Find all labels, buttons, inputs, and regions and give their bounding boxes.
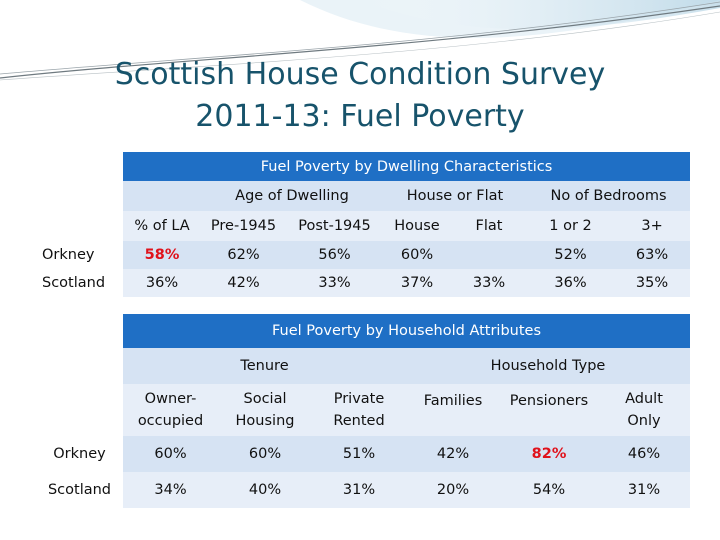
table-cell: 33% [286, 269, 383, 297]
column-header-line: Owner- [144, 391, 197, 407]
table-cell: 31% [312, 472, 406, 508]
table-cell: 62% [201, 241, 286, 269]
column-header: % of LA [123, 211, 201, 241]
table-cell: 37% [383, 269, 451, 297]
dwelling-characteristics-table: Fuel Poverty by Dwelling Characteristics… [36, 152, 691, 297]
slide-title-line-2: 2011-13: Fuel Poverty [195, 99, 525, 134]
group-no-of-bedrooms: No of Bedrooms [527, 181, 691, 211]
table2-group-corner [36, 348, 123, 384]
table1-group-corner [36, 181, 123, 211]
column-header: Flat [451, 211, 527, 241]
column-header: Private Rented [312, 384, 406, 436]
table-row: Orkney 58% 62% 56% 60% 52% 63% [36, 241, 691, 269]
column-header: Pre-1945 [201, 211, 286, 241]
group-house-or-flat: House or Flat [383, 181, 527, 211]
table-cell: 51% [312, 436, 406, 472]
column-header: Post-1945 [286, 211, 383, 241]
column-header-line: Housing [235, 413, 295, 429]
table1-sub-corner [36, 211, 123, 241]
table1-title: Fuel Poverty by Dwelling Characteristics [123, 152, 691, 181]
column-header-line: occupied [137, 413, 204, 429]
group-household-type: Household Type [406, 348, 690, 384]
table-cell: 35% [614, 269, 691, 297]
column-header: 1 or 2 [527, 211, 614, 241]
household-attributes-table: Fuel Poverty by Household Attributes Ten… [36, 314, 690, 508]
column-header: Adult Only [598, 384, 690, 436]
table-cell: 31% [598, 472, 690, 508]
column-header-line: Only [627, 413, 661, 429]
table-cell: 60% [123, 436, 218, 472]
table-row: Scotland 36% 42% 33% 37% 33% 36% 35% [36, 269, 691, 297]
column-header-line: Rented [333, 413, 385, 429]
table-cell: 63% [614, 241, 691, 269]
column-header-line: Social [243, 391, 287, 407]
row-label: Orkney [36, 436, 123, 472]
column-header: 3+ [614, 211, 691, 241]
column-header-line: Families [423, 393, 483, 409]
column-header: Pensioners [500, 384, 598, 436]
row-label: Scotland [36, 472, 123, 508]
table-cell: 60% [383, 241, 451, 269]
slide-title-line-1: Scottish House Condition Survey [114, 57, 606, 92]
table-cell: 42% [406, 436, 500, 472]
row-label: Orkney [36, 241, 123, 269]
column-header: House [383, 211, 451, 241]
group-tenure: Tenure [123, 348, 406, 384]
table-cell: 20% [406, 472, 500, 508]
table2-corner [36, 314, 123, 348]
table1-corner [36, 152, 123, 181]
table-cell: 40% [218, 472, 312, 508]
table-cell: 46% [598, 436, 690, 472]
table2-title: Fuel Poverty by Household Attributes [123, 314, 690, 348]
column-header-line: Adult [625, 391, 663, 407]
group-age-of-dwelling: Age of Dwelling [201, 181, 383, 211]
header-swoosh-decoration [0, 0, 720, 81]
column-header: Owner- occupied [123, 384, 218, 436]
table2-sub-corner [36, 384, 123, 436]
table-cell: 56% [286, 241, 383, 269]
table-cell-highlighted: 58% [123, 241, 201, 269]
table-cell: 60% [218, 436, 312, 472]
table-cell: 33% [451, 269, 527, 297]
table-row: Orkney 60% 60% 51% 42% 82% 46% [36, 436, 690, 472]
table-cell: 54% [500, 472, 598, 508]
table-cell [451, 241, 527, 269]
column-header-line: Pensioners [509, 393, 589, 409]
column-header: Families [406, 384, 500, 436]
table-cell: 52% [527, 241, 614, 269]
row-label: Scotland [36, 269, 123, 297]
column-header: Social Housing [218, 384, 312, 436]
table-cell: 34% [123, 472, 218, 508]
table-row: Scotland 34% 40% 31% 20% 54% 31% [36, 472, 690, 508]
column-header-line: Private [333, 391, 385, 407]
table-cell: 36% [527, 269, 614, 297]
table-cell-highlighted: 82% [500, 436, 598, 472]
slide-title: Scottish House Condition Survey 2011-13:… [0, 54, 720, 138]
table1-group-spacer [123, 181, 201, 211]
table-cell: 42% [201, 269, 286, 297]
table-cell: 36% [123, 269, 201, 297]
